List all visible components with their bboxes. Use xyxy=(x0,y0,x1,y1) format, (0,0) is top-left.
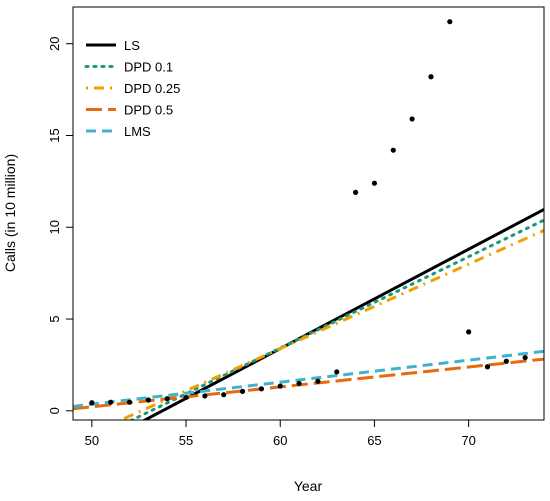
data-point xyxy=(221,392,227,398)
x-tick-label: 50 xyxy=(85,433,99,448)
y-tick-label: 15 xyxy=(47,128,62,142)
legend-label-0: LS xyxy=(124,38,140,53)
series-line-3 xyxy=(73,357,544,411)
y-axis-title: Calls (in 10 million) xyxy=(2,154,18,272)
data-point xyxy=(183,394,189,401)
data-point xyxy=(371,180,378,186)
legend-label-4: LMS xyxy=(124,124,151,139)
data-point xyxy=(89,400,95,406)
data-point xyxy=(334,369,340,375)
data-point xyxy=(277,383,283,389)
data-point xyxy=(466,329,472,335)
x-tick-label: 60 xyxy=(273,433,287,448)
legend-label-2: DPD 0.25 xyxy=(124,81,180,96)
data-point xyxy=(484,364,491,370)
data-point xyxy=(447,19,453,25)
data-point xyxy=(108,399,114,405)
x-tick-label: 55 xyxy=(179,433,193,448)
y-tick-label: 0 xyxy=(47,407,62,414)
x-tick-label: 70 xyxy=(461,433,475,448)
data-point xyxy=(239,388,246,394)
data-point xyxy=(296,380,302,387)
series-line-2 xyxy=(117,229,544,420)
y-tick-label: 5 xyxy=(47,315,62,322)
y-tick-label: 10 xyxy=(47,220,62,234)
data-point xyxy=(503,358,509,364)
x-axis-title: Year xyxy=(294,478,323,494)
x-tick-label: 65 xyxy=(367,433,381,448)
data-point xyxy=(145,397,151,403)
data-point xyxy=(258,386,264,392)
data-point xyxy=(522,354,528,361)
data-point xyxy=(409,116,415,122)
data-point xyxy=(164,396,170,402)
data-point xyxy=(202,393,208,399)
data-point xyxy=(428,74,434,80)
data-point xyxy=(353,189,359,195)
legend: LS DPD 0.1 DPD 0.25 DPD 0.5 LMS xyxy=(84,38,180,139)
series-line-4 xyxy=(73,349,544,408)
series-line-0 xyxy=(141,208,544,420)
legend-label-3: DPD 0.5 xyxy=(124,103,173,118)
plot-frame xyxy=(72,6,545,421)
data-point xyxy=(315,378,321,384)
data-point xyxy=(390,147,396,153)
legend-label-1: DPD 0.1 xyxy=(124,60,173,75)
data-point xyxy=(126,399,133,405)
series-line-1 xyxy=(128,218,544,420)
y-tick-label: 20 xyxy=(47,36,62,50)
